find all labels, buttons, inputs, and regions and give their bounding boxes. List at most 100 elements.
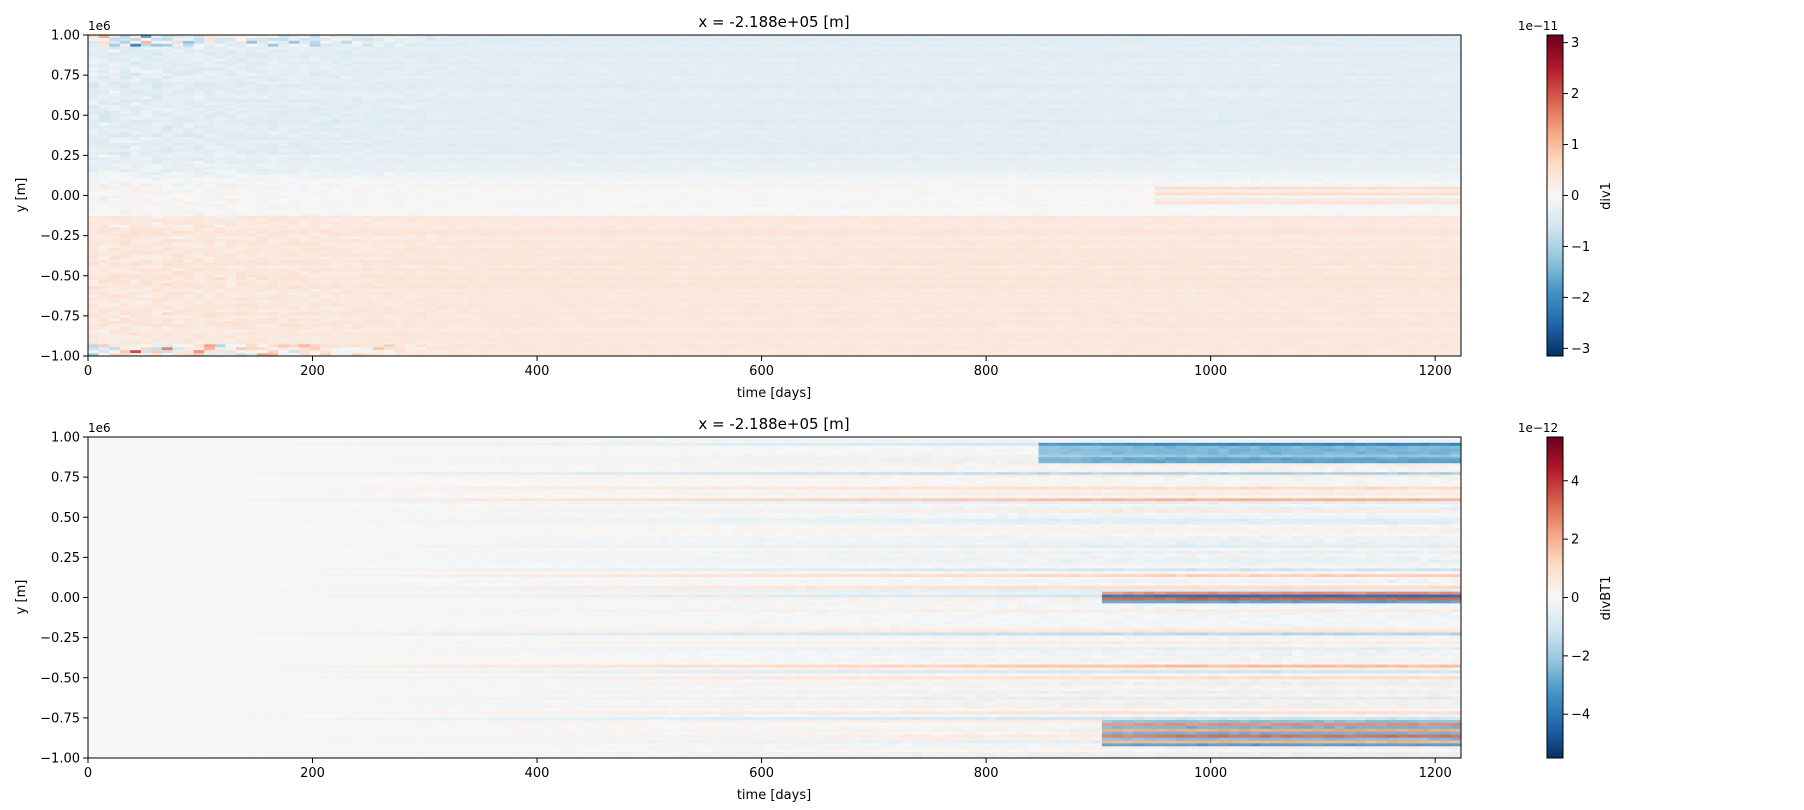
heatmap-cell [542, 35, 554, 39]
heatmap-cell [383, 35, 395, 39]
heatmap-cell [1112, 140, 1124, 144]
heatmap-cell [98, 55, 110, 59]
heatmap-cell [320, 46, 332, 51]
heatmap-cell [447, 110, 459, 115]
heatmap-cell [383, 37, 395, 42]
heatmap-cell [932, 70, 945, 74]
heatmap-cell [1450, 55, 1461, 59]
heatmap-cell [1418, 43, 1430, 48]
heatmap-cell [742, 75, 754, 80]
heatmap-cell [1302, 128, 1314, 132]
heatmap-cell [679, 137, 691, 141]
heatmap-cell [478, 72, 490, 77]
heatmap-cell [1429, 55, 1441, 59]
heatmap-cell [594, 55, 607, 59]
heatmap-cell [1144, 52, 1156, 57]
heatmap-cell [119, 137, 131, 141]
heatmap-cell [943, 52, 955, 57]
heatmap-cell [436, 119, 448, 124]
heatmap-cell [478, 119, 490, 124]
heatmap-cell [964, 134, 976, 138]
heatmap-cell [848, 40, 860, 45]
heatmap-cell [1133, 131, 1145, 135]
heatmap-cell [151, 105, 163, 109]
heatmap-cell [383, 99, 395, 103]
heatmap-cell [267, 81, 279, 86]
heatmap-cell [1154, 140, 1166, 144]
heatmap-cell [964, 70, 976, 74]
heatmap-cell [573, 142, 585, 147]
heatmap-cell [1323, 140, 1335, 144]
heatmap-cell [954, 46, 966, 51]
heatmap-cell [1270, 142, 1283, 147]
heatmap-cell [404, 46, 417, 51]
heatmap-cell [943, 96, 955, 100]
heatmap-cell [288, 137, 300, 141]
heatmap-cell [594, 107, 607, 112]
heatmap-cell [901, 99, 913, 103]
heatmap-cell [320, 52, 332, 57]
heatmap-cell [711, 116, 723, 121]
heatmap-cell [1228, 137, 1240, 141]
heatmap-cell [288, 46, 300, 51]
heatmap-cell [1376, 87, 1388, 92]
heatmap-cell [890, 52, 902, 57]
heatmap-cell [352, 128, 364, 132]
heatmap-cell [647, 107, 659, 112]
heatmap-cell [552, 75, 564, 80]
heatmap-cell [278, 40, 290, 45]
heatmap-cell [1027, 49, 1040, 54]
heatmap-cell [816, 67, 828, 71]
heatmap-cell [151, 102, 163, 106]
heatmap-cell [1344, 64, 1356, 68]
heatmap-cell [225, 128, 237, 132]
heatmap-cell [278, 52, 290, 57]
heatmap-cell [1292, 110, 1304, 115]
heatmap-cell [457, 72, 469, 77]
heatmap-cell [1112, 52, 1124, 57]
heatmap-cell [1323, 128, 1335, 132]
heatmap-cell [1376, 43, 1388, 48]
heatmap-cell [932, 40, 945, 45]
heatmap-cell [1144, 40, 1156, 45]
heatmap-cell [246, 116, 258, 121]
heatmap-cell [690, 128, 702, 132]
heatmap-cell [690, 55, 702, 59]
heatmap-cell [1429, 116, 1441, 121]
heatmap-cell [1334, 119, 1346, 124]
heatmap-cell [869, 102, 881, 106]
heatmap-cell [235, 102, 248, 106]
heatmap-cell [1313, 102, 1325, 106]
heatmap-cell [943, 72, 955, 77]
heatmap-cell [732, 52, 744, 57]
heatmap-cell [1450, 99, 1461, 103]
heatmap-cell [394, 102, 406, 106]
heatmap-cell [183, 49, 195, 54]
heatmap-cell [204, 131, 216, 135]
heatmap-cell [932, 140, 945, 144]
heatmap-cell [774, 90, 786, 94]
heatmap-cell [425, 58, 438, 62]
heatmap-cell [1344, 72, 1356, 77]
heatmap-cell [1038, 52, 1050, 57]
heatmap-cell [848, 93, 860, 97]
heatmap-cell [1123, 37, 1135, 42]
heatmap-cell [457, 55, 469, 59]
heatmap-cell [785, 37, 797, 42]
heatmap-cell [1450, 67, 1461, 71]
heatmap-cell [911, 113, 923, 118]
heatmap-cell [1049, 43, 1061, 48]
heatmap-cell [267, 90, 279, 94]
heatmap-cell [1186, 122, 1198, 127]
heatmap-cell [1059, 67, 1071, 71]
heatmap-cell [352, 87, 364, 92]
heatmap-cell [1228, 105, 1240, 109]
heatmap-cell [1450, 35, 1461, 39]
heatmap-cell [1027, 52, 1040, 57]
heatmap-cell [1123, 99, 1135, 103]
heatmap-cell [225, 107, 237, 112]
heatmap-cell [1228, 107, 1240, 112]
heatmap-cell [996, 116, 1008, 121]
heatmap-cell [309, 107, 321, 112]
heatmap-cell [1429, 58, 1441, 62]
